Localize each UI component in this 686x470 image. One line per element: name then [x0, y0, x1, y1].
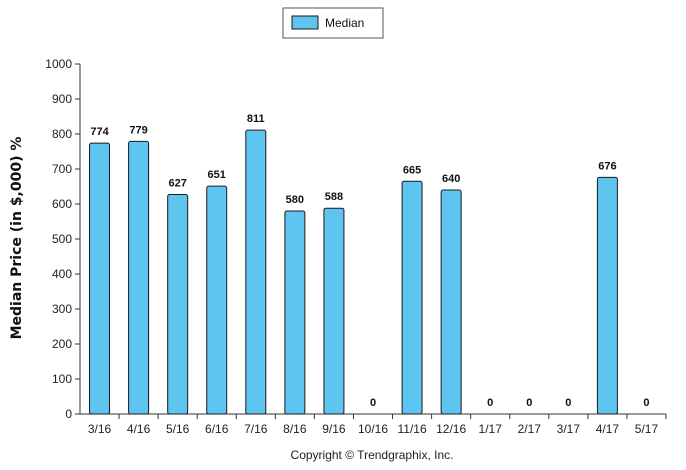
bar: [401, 180, 423, 415]
data-label: 665: [403, 164, 421, 176]
bar: [89, 142, 111, 415]
x-tick-label: 1/17: [479, 422, 503, 436]
y-tick-label: 900: [52, 92, 72, 106]
x-tick-label: 10/16: [358, 422, 388, 436]
data-label: 779: [129, 124, 147, 136]
data-label: 627: [168, 178, 186, 190]
copyright-text: Copyright © Trendgraphix, Inc.: [291, 448, 454, 462]
data-label: 0: [370, 397, 376, 409]
x-tick-label: 12/16: [436, 422, 466, 436]
y-tick-label: 0: [65, 407, 72, 421]
y-tick-label: 300: [52, 302, 72, 316]
x-ticks: 3/16 4/16 5/16 6/16 7/16 8/16 9/16 10/16 11/16 12…: [88, 414, 667, 436]
bar: [596, 176, 618, 415]
legend: Median: [282, 7, 384, 39]
data-labels: 774 779 627 651 811 580 588 0 665 640 0 0 0 676 0: [90, 113, 649, 409]
x-tick-label: 3/16: [88, 422, 112, 436]
y-tick-label: 800: [52, 127, 72, 141]
bar: [128, 140, 150, 415]
data-label: 580: [286, 194, 304, 206]
y-tick-label: 400: [52, 267, 72, 281]
legend-swatch: [291, 15, 319, 30]
y-ticks: 0 100 200 300 400 500 600 700 800 900 1000: [45, 57, 80, 421]
bar: [245, 129, 267, 415]
x-tick-label: 4/16: [127, 422, 151, 436]
bar: [284, 210, 306, 415]
data-label: 588: [325, 191, 343, 203]
data-label: 640: [442, 173, 460, 185]
bar: [206, 185, 228, 415]
data-label: 0: [643, 397, 649, 409]
y-tick-label: 100: [52, 372, 72, 386]
x-tick-label: 3/17: [557, 422, 581, 436]
data-label: 0: [487, 397, 493, 409]
data-label: 0: [565, 397, 571, 409]
x-tick-label: 2/17: [518, 422, 542, 436]
bar: [323, 207, 345, 415]
x-tick-label: 5/16: [166, 422, 190, 436]
x-tick-label: 8/16: [283, 422, 307, 436]
data-label: 676: [598, 160, 616, 172]
x-tick-label: 6/16: [205, 422, 229, 436]
data-label: 774: [90, 126, 109, 138]
bars: [89, 129, 618, 415]
x-tick-label: 11/16: [397, 422, 426, 436]
bar: [440, 189, 462, 415]
x-tick-label: 7/16: [244, 422, 268, 436]
x-tick-label: 9/16: [322, 422, 346, 436]
x-tick-label: 5/17: [635, 422, 659, 436]
legend-label: Median: [325, 16, 364, 30]
y-axis-title: Median Price (in $,000) %: [9, 137, 25, 340]
x-tick-label: 4/17: [596, 422, 620, 436]
y-tick-label: 200: [52, 337, 72, 351]
y-tick-label: 500: [52, 232, 72, 246]
data-label: 811: [247, 113, 265, 125]
bar: [167, 194, 189, 415]
y-tick-label: 1000: [45, 57, 72, 71]
data-label: 0: [526, 397, 532, 409]
y-tick-label: 600: [52, 197, 72, 211]
y-tick-label: 700: [52, 162, 72, 176]
data-label: 651: [208, 169, 226, 181]
